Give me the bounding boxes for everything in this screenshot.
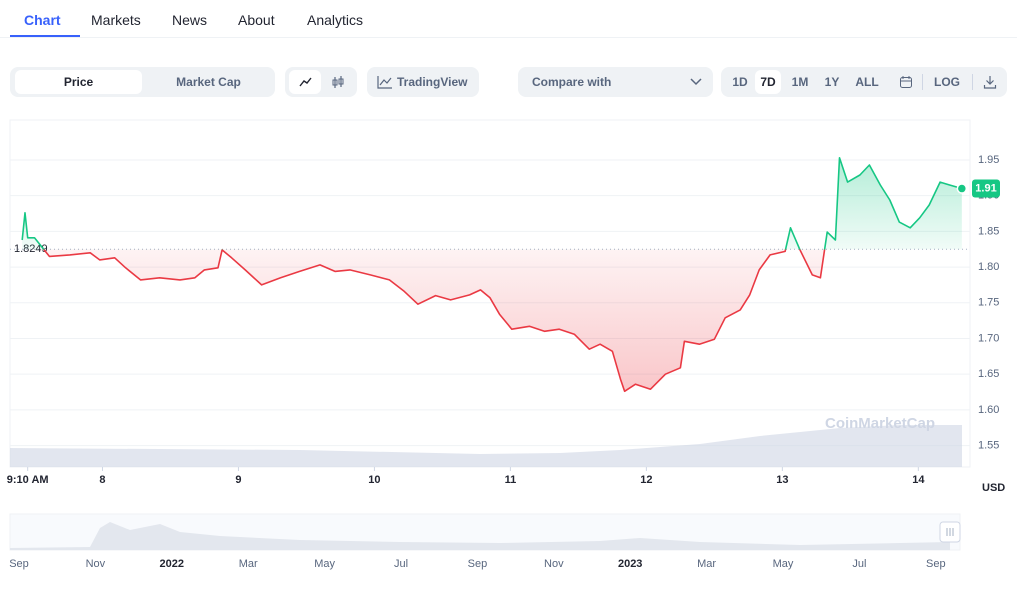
navigator-label: 2023 xyxy=(618,558,642,570)
compare-dropdown[interactable]: Compare with xyxy=(518,67,713,97)
navigator-label: Sep xyxy=(468,558,488,570)
y-tick-label: 1.95 xyxy=(978,154,999,166)
y-tick-label: 1.55 xyxy=(978,439,999,451)
y-tick-label: 1.85 xyxy=(978,225,999,237)
x-tick-label: 10 xyxy=(368,474,380,486)
x-tick-label: 14 xyxy=(912,474,925,486)
y-tick-label: 1.65 xyxy=(978,368,999,380)
range-button[interactable]: 1Y xyxy=(824,75,840,89)
navigator-label: Mar xyxy=(239,558,258,570)
navigator-label: May xyxy=(773,558,794,570)
tab[interactable]: About xyxy=(238,12,275,28)
tradingview-label: TradingView xyxy=(397,75,468,89)
price-area xyxy=(22,157,962,392)
candle-style-button[interactable] xyxy=(323,70,355,94)
separator xyxy=(922,74,923,90)
navigator-label: 2022 xyxy=(160,558,184,570)
volume-bars xyxy=(10,425,962,467)
tab[interactable]: News xyxy=(172,12,208,28)
last-point xyxy=(956,183,968,194)
x-tick-label: 11 xyxy=(505,474,517,486)
navigator-label: May xyxy=(314,558,335,570)
navigator-label: Sep xyxy=(9,558,29,570)
navigator-label: Nov xyxy=(86,558,106,570)
range-button[interactable]: 1D xyxy=(732,75,748,89)
handle-grip xyxy=(946,528,954,536)
divider xyxy=(0,37,1017,38)
line-style-button[interactable] xyxy=(289,70,321,94)
y-tick-label: 1.60 xyxy=(978,404,999,416)
x-tick-label: 9:10 AM xyxy=(7,474,49,486)
calendar-icon[interactable] xyxy=(899,75,913,89)
y-tick-label: 1.75 xyxy=(978,297,999,309)
range-toggle: LOG 1D 7D 1M 1Y ALL xyxy=(721,67,1007,97)
watermark: CoinMarketCap xyxy=(825,415,935,432)
chart-style-toggle xyxy=(285,67,357,97)
navigator-label: Nov xyxy=(544,558,564,570)
navigator-label: Sep xyxy=(926,558,946,570)
navigator-label: Jul xyxy=(852,558,866,570)
range-button[interactable]: 1M xyxy=(791,75,809,89)
y-tick-label: 1.80 xyxy=(978,261,999,273)
navigator-area xyxy=(10,522,950,550)
range-button[interactable]: ALL xyxy=(855,75,879,89)
tradingview-button[interactable]: TradingView xyxy=(367,67,479,97)
view-toggle: Price Market Cap xyxy=(10,67,275,97)
log-button[interactable]: LOG xyxy=(934,75,960,89)
tab-underline xyxy=(10,35,80,37)
price-button[interactable]: Price xyxy=(15,70,142,94)
separator xyxy=(972,74,973,90)
tab[interactable]: Markets xyxy=(91,12,141,28)
price-badge-label: 1.91 xyxy=(975,182,996,194)
navigator-label: Mar xyxy=(697,558,716,570)
tab[interactable]: Analytics xyxy=(307,12,364,28)
range-button[interactable]: 7D xyxy=(755,70,781,94)
x-tick-label: 9 xyxy=(235,474,241,486)
price-badge xyxy=(972,179,1000,198)
tab[interactable]: Chart xyxy=(24,12,61,28)
x-tick-label: 8 xyxy=(99,474,105,486)
y-tick-label: 1.70 xyxy=(978,332,999,344)
price-line xyxy=(21,157,963,393)
x-tick-label: 12 xyxy=(640,474,652,486)
navigator-label: Jul xyxy=(394,558,408,570)
download-icon[interactable] xyxy=(983,75,997,89)
market-cap-button[interactable]: Market Cap xyxy=(176,75,241,89)
y-unit: USD xyxy=(982,482,1005,494)
compare-label: Compare with xyxy=(532,75,612,89)
x-tick-label: 13 xyxy=(776,474,788,486)
